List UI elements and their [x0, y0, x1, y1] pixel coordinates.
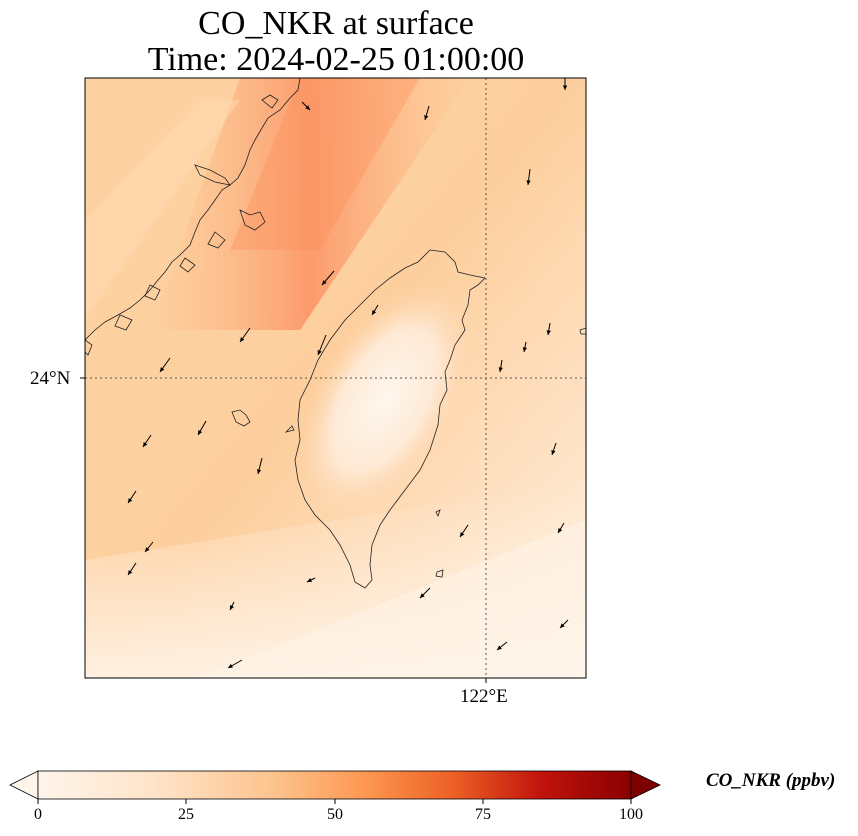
colorbar-tick-label: 0 [34, 806, 42, 823]
wind-arrow-head [128, 570, 133, 575]
wind-arrow-head [526, 180, 531, 185]
wind-arrow-head [420, 593, 425, 598]
wind-arrow-head [498, 367, 503, 372]
wind-arrow-head [497, 645, 502, 650]
wind-arrow-head [160, 367, 165, 372]
wind-arrow-head [560, 623, 565, 628]
colorbar-label: CO_NKR (ppbv) [706, 770, 836, 791]
taiwan-coastline [294, 249, 486, 589]
wind-arrow-head [128, 498, 133, 503]
wind-arrow-head [228, 663, 233, 668]
wind-arrow-head [307, 578, 312, 582]
china-coastline [85, 78, 301, 341]
wind-arrow-head [424, 115, 429, 120]
map-title-line-1: CO_NKR at surface [198, 5, 474, 42]
wind-arrow-head [305, 105, 310, 110]
concentration-field [85, 78, 586, 678]
coastlines [85, 78, 586, 589]
colorbar-extend-max [630, 770, 661, 800]
wind-arrow-head [145, 547, 150, 552]
lat-tick-label: 24°N [30, 368, 71, 389]
wind-arrow-head [230, 605, 234, 610]
gridlines [85, 78, 586, 678]
colorbar-gradient [37, 770, 632, 800]
wind-arrow-head [558, 528, 563, 533]
wind-arrow-head [240, 337, 245, 342]
wind-arrow-head [546, 330, 551, 335]
wind-arrow-head [317, 350, 322, 355]
wind-arrow-head [522, 347, 528, 352]
wind-arrow-head [372, 310, 377, 315]
colorbar-tick-label: 25 [178, 806, 194, 823]
colorbar-extend-min [9, 770, 39, 800]
wind-vectors [127, 78, 569, 669]
lon-tick-label: 122°E [460, 686, 508, 707]
colorbar-tick-label: 100 [619, 806, 643, 823]
colorbar-tick-label: 50 [327, 806, 343, 823]
wind-arrow-head [256, 469, 262, 474]
map-title-line-2: Time: 2024-02-25 01:00:00 [147, 41, 525, 78]
wind-arrow-head [198, 430, 203, 435]
wind-arrow-head [322, 280, 327, 285]
wind-arrow-head [562, 85, 568, 90]
map-plot [80, 77, 587, 683]
wind-arrow-head [143, 442, 148, 447]
colorbar-tick-label: 75 [475, 806, 491, 823]
wind-arrow-head [460, 532, 465, 537]
penghu-islands [231, 409, 251, 427]
colorbar-bar [9, 770, 661, 804]
wind-arrow-head [551, 450, 556, 455]
